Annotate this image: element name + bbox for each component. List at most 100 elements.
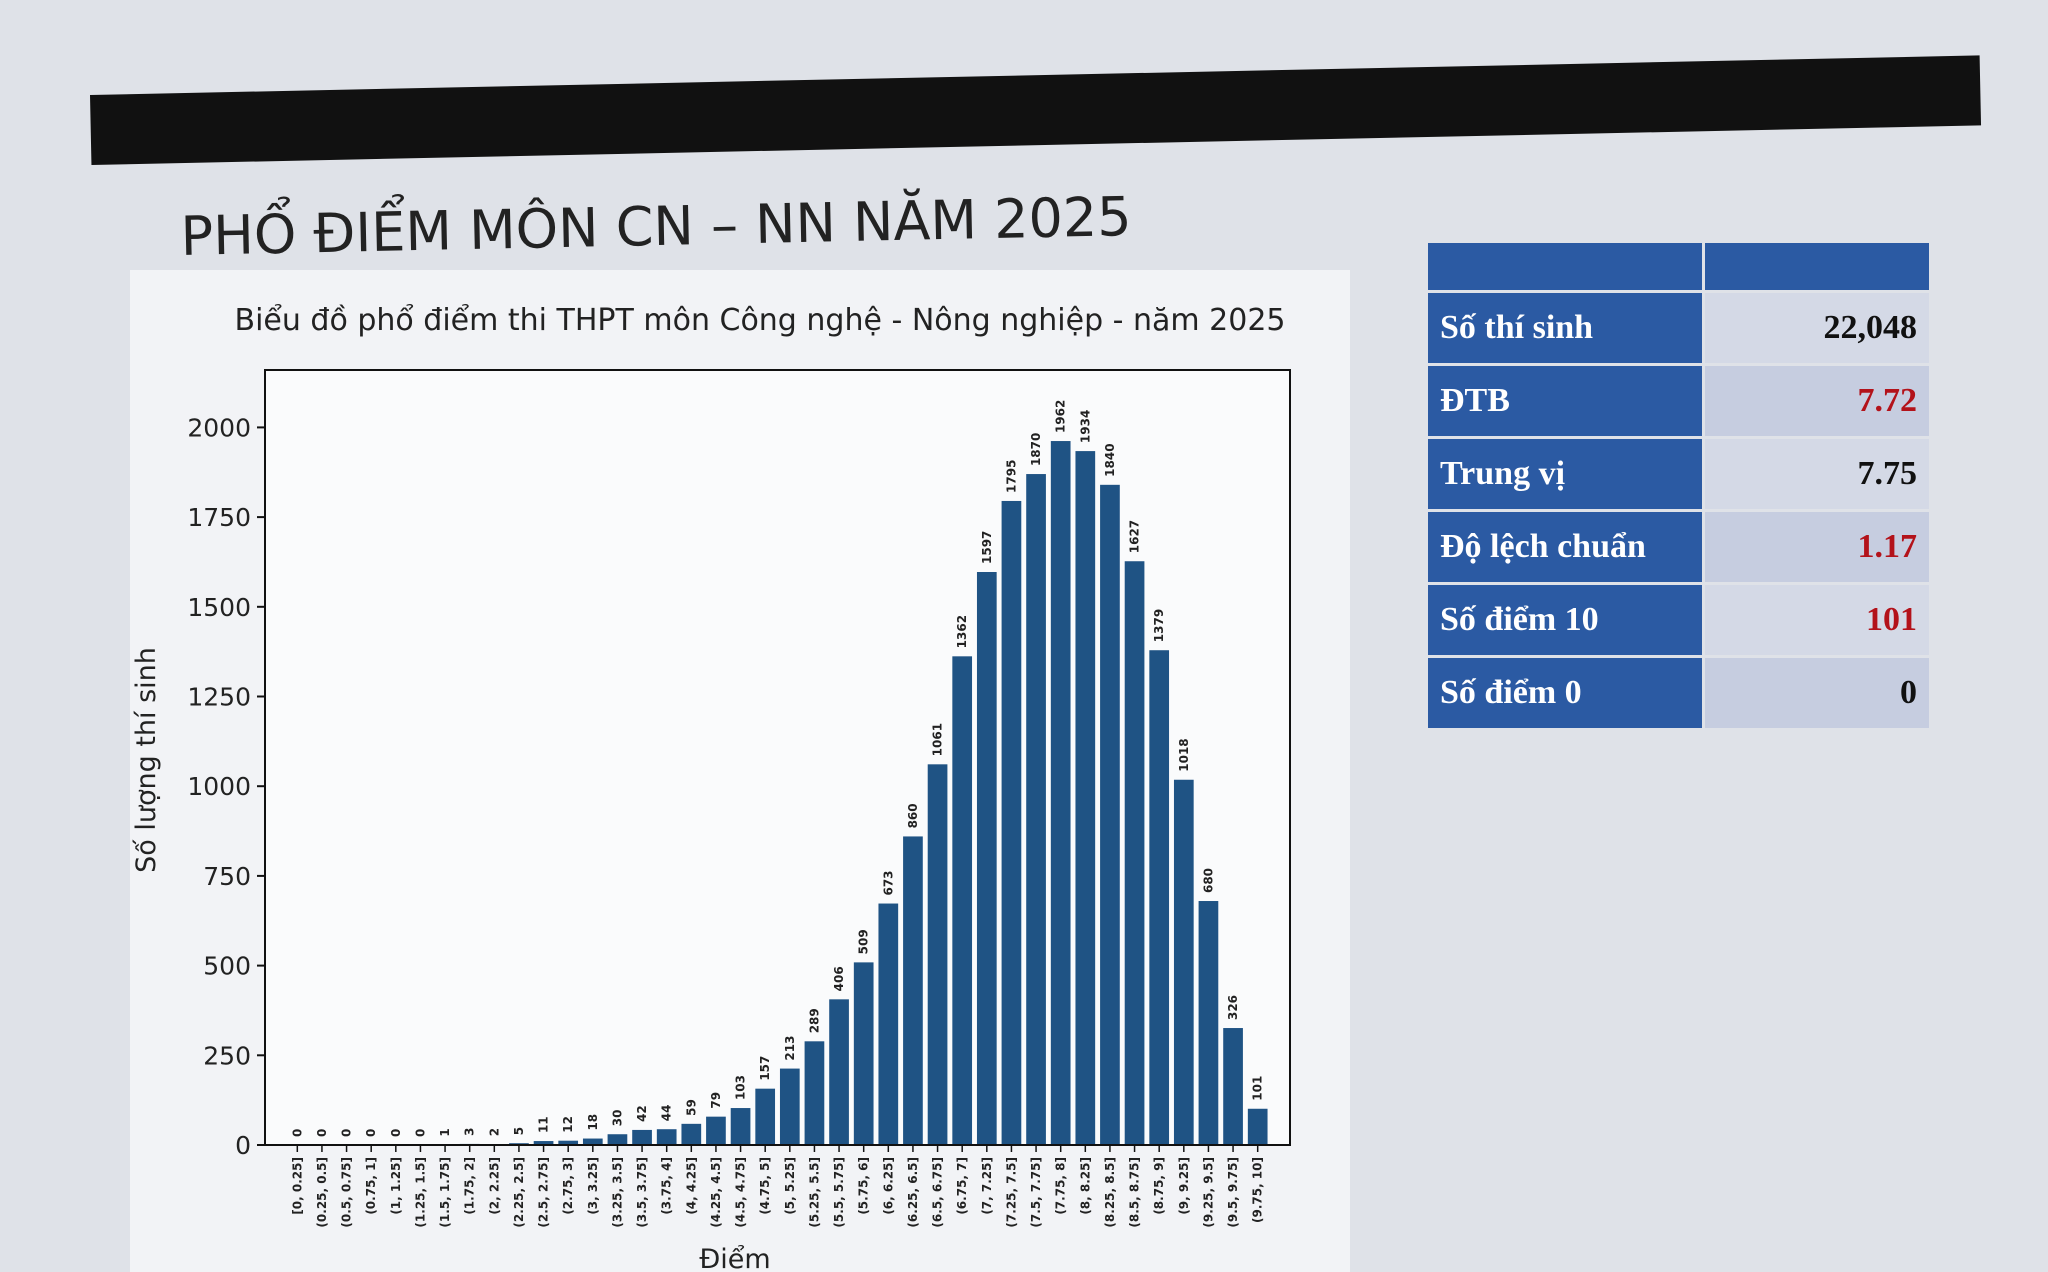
stats-row: Số điểm 10 101 xyxy=(1428,585,1929,655)
stat-label: Số thí sinh xyxy=(1428,293,1702,363)
stat-label: ĐTB xyxy=(1428,366,1702,436)
x-tick-label: (1.75, 2] xyxy=(463,1157,477,1215)
value-label: 101 xyxy=(1251,1076,1265,1101)
y-tick-label: 2000 xyxy=(187,413,251,442)
value-label: 5 xyxy=(512,1127,526,1135)
value-label: 12 xyxy=(561,1116,575,1133)
bar xyxy=(927,764,948,1145)
y-tick-label: 1750 xyxy=(187,503,251,532)
y-tick-label: 1500 xyxy=(187,593,251,622)
x-tick-label: (8.25, 8.5] xyxy=(1103,1157,1117,1228)
bar xyxy=(1026,474,1046,1146)
x-tick-label: (1.25, 1.5] xyxy=(413,1157,427,1228)
bar xyxy=(1075,451,1096,1145)
x-tick-label: (5.5, 5.75] xyxy=(832,1157,846,1228)
value-label: 103 xyxy=(734,1075,748,1100)
x-tick-label: (9.25, 9.5] xyxy=(1201,1157,1215,1228)
value-label: 1 xyxy=(438,1128,452,1136)
value-label: 406 xyxy=(832,966,846,991)
stats-row: Độ lệch chuẩn 1.17 xyxy=(1428,512,1929,582)
bar xyxy=(1173,779,1194,1145)
x-tick-label: (4.25, 4.5] xyxy=(709,1157,723,1228)
bar xyxy=(607,1134,628,1145)
x-tick-label: (2.75, 3] xyxy=(561,1157,575,1215)
stat-value: 101 xyxy=(1705,585,1929,655)
x-tick-label: (4.75, 5] xyxy=(758,1157,772,1215)
value-label: 79 xyxy=(709,1092,723,1109)
bar xyxy=(976,572,997,1145)
value-label: 680 xyxy=(1201,868,1215,893)
stats-row: Trung vị 7.75 xyxy=(1428,439,1929,509)
stat-label: Trung vị xyxy=(1428,439,1702,509)
x-tick-label: (7.5, 7.75] xyxy=(1029,1157,1043,1228)
stat-label: Độ lệch chuẩn xyxy=(1428,512,1702,582)
value-label: 289 xyxy=(807,1008,821,1033)
stats-row: ĐTB 7.72 xyxy=(1428,366,1929,436)
y-tick-label: 750 xyxy=(203,862,251,891)
plot-frame-top xyxy=(264,369,1291,1146)
x-tick-label: (2.25, 2.5] xyxy=(512,1157,526,1228)
value-label: 30 xyxy=(610,1110,624,1127)
x-tick-label: (3, 3.25] xyxy=(586,1157,600,1215)
chart: Biểu đồ phổ điểm thi THPT môn Công nghệ … xyxy=(130,270,1350,1272)
value-label: 1840 xyxy=(1103,443,1117,476)
stat-value: 0 xyxy=(1705,658,1929,728)
y-tick-label: 0 xyxy=(235,1131,251,1160)
bar xyxy=(681,1123,702,1145)
x-tick-label: (4.5, 4.75] xyxy=(734,1157,748,1228)
bar xyxy=(952,656,973,1145)
stats-row: Số thí sinh 22,048 xyxy=(1428,293,1929,363)
value-label: 0 xyxy=(290,1129,304,1137)
bar xyxy=(1223,1028,1243,1145)
bar xyxy=(1149,650,1170,1145)
x-tick-label: (0.75, 1] xyxy=(364,1157,378,1215)
x-tick-label: (0.25, 0.5] xyxy=(315,1157,329,1228)
value-label: 42 xyxy=(635,1105,649,1122)
stat-label: Số điểm 10 xyxy=(1428,585,1702,655)
value-label: 0 xyxy=(413,1129,427,1137)
x-tick-label: (7.25, 7.5] xyxy=(1004,1157,1018,1228)
value-label: 1379 xyxy=(1152,609,1166,642)
bar xyxy=(1124,561,1145,1145)
value-label: 0 xyxy=(389,1129,403,1137)
x-tick-label: (8.75, 9] xyxy=(1152,1157,1166,1215)
value-label: 11 xyxy=(537,1116,551,1133)
header-cell xyxy=(1705,243,1929,290)
x-tick-label: (3.75, 4] xyxy=(660,1157,674,1215)
stat-value: 7.75 xyxy=(1705,439,1929,509)
x-tick-label: (9.5, 9.75] xyxy=(1226,1157,1240,1228)
bar xyxy=(755,1088,776,1145)
x-tick-label: (7, 7.25] xyxy=(980,1157,994,1215)
value-label: 2 xyxy=(487,1128,501,1136)
value-label: 1962 xyxy=(1054,400,1068,433)
bar xyxy=(829,999,849,1145)
y-tick-label: 1250 xyxy=(187,683,251,712)
bar xyxy=(779,1068,800,1145)
y-axis-label: Số lượng thí sinh xyxy=(131,647,162,873)
y-tick-label: 500 xyxy=(203,952,251,981)
value-label: 1061 xyxy=(931,723,945,756)
bar xyxy=(730,1108,751,1145)
bar xyxy=(878,903,899,1145)
x-tick-label: (1.5, 1.75] xyxy=(438,1157,452,1228)
value-label: 326 xyxy=(1226,995,1240,1020)
x-tick-label: (8.5, 8.75] xyxy=(1128,1157,1142,1228)
bar xyxy=(1247,1108,1268,1145)
value-label: 0 xyxy=(315,1129,329,1137)
value-label: 673 xyxy=(881,870,895,895)
x-tick-label: (5.75, 6] xyxy=(857,1157,871,1215)
x-tick-label: (2.5, 2.75] xyxy=(537,1157,551,1228)
x-tick-label: (9, 9.25] xyxy=(1177,1157,1191,1215)
value-label: 860 xyxy=(906,803,920,828)
value-label: 18 xyxy=(586,1114,600,1131)
value-label: 1597 xyxy=(980,531,994,564)
value-label: 1362 xyxy=(955,615,969,648)
bar xyxy=(853,962,874,1145)
x-tick-label: (8, 8.25] xyxy=(1078,1157,1092,1215)
x-tick-label: (5, 5.25] xyxy=(783,1157,797,1215)
header-cell xyxy=(1428,243,1702,290)
x-tick-label: (7.75, 8] xyxy=(1054,1157,1068,1215)
bar xyxy=(706,1116,726,1145)
value-label: 213 xyxy=(783,1036,797,1061)
